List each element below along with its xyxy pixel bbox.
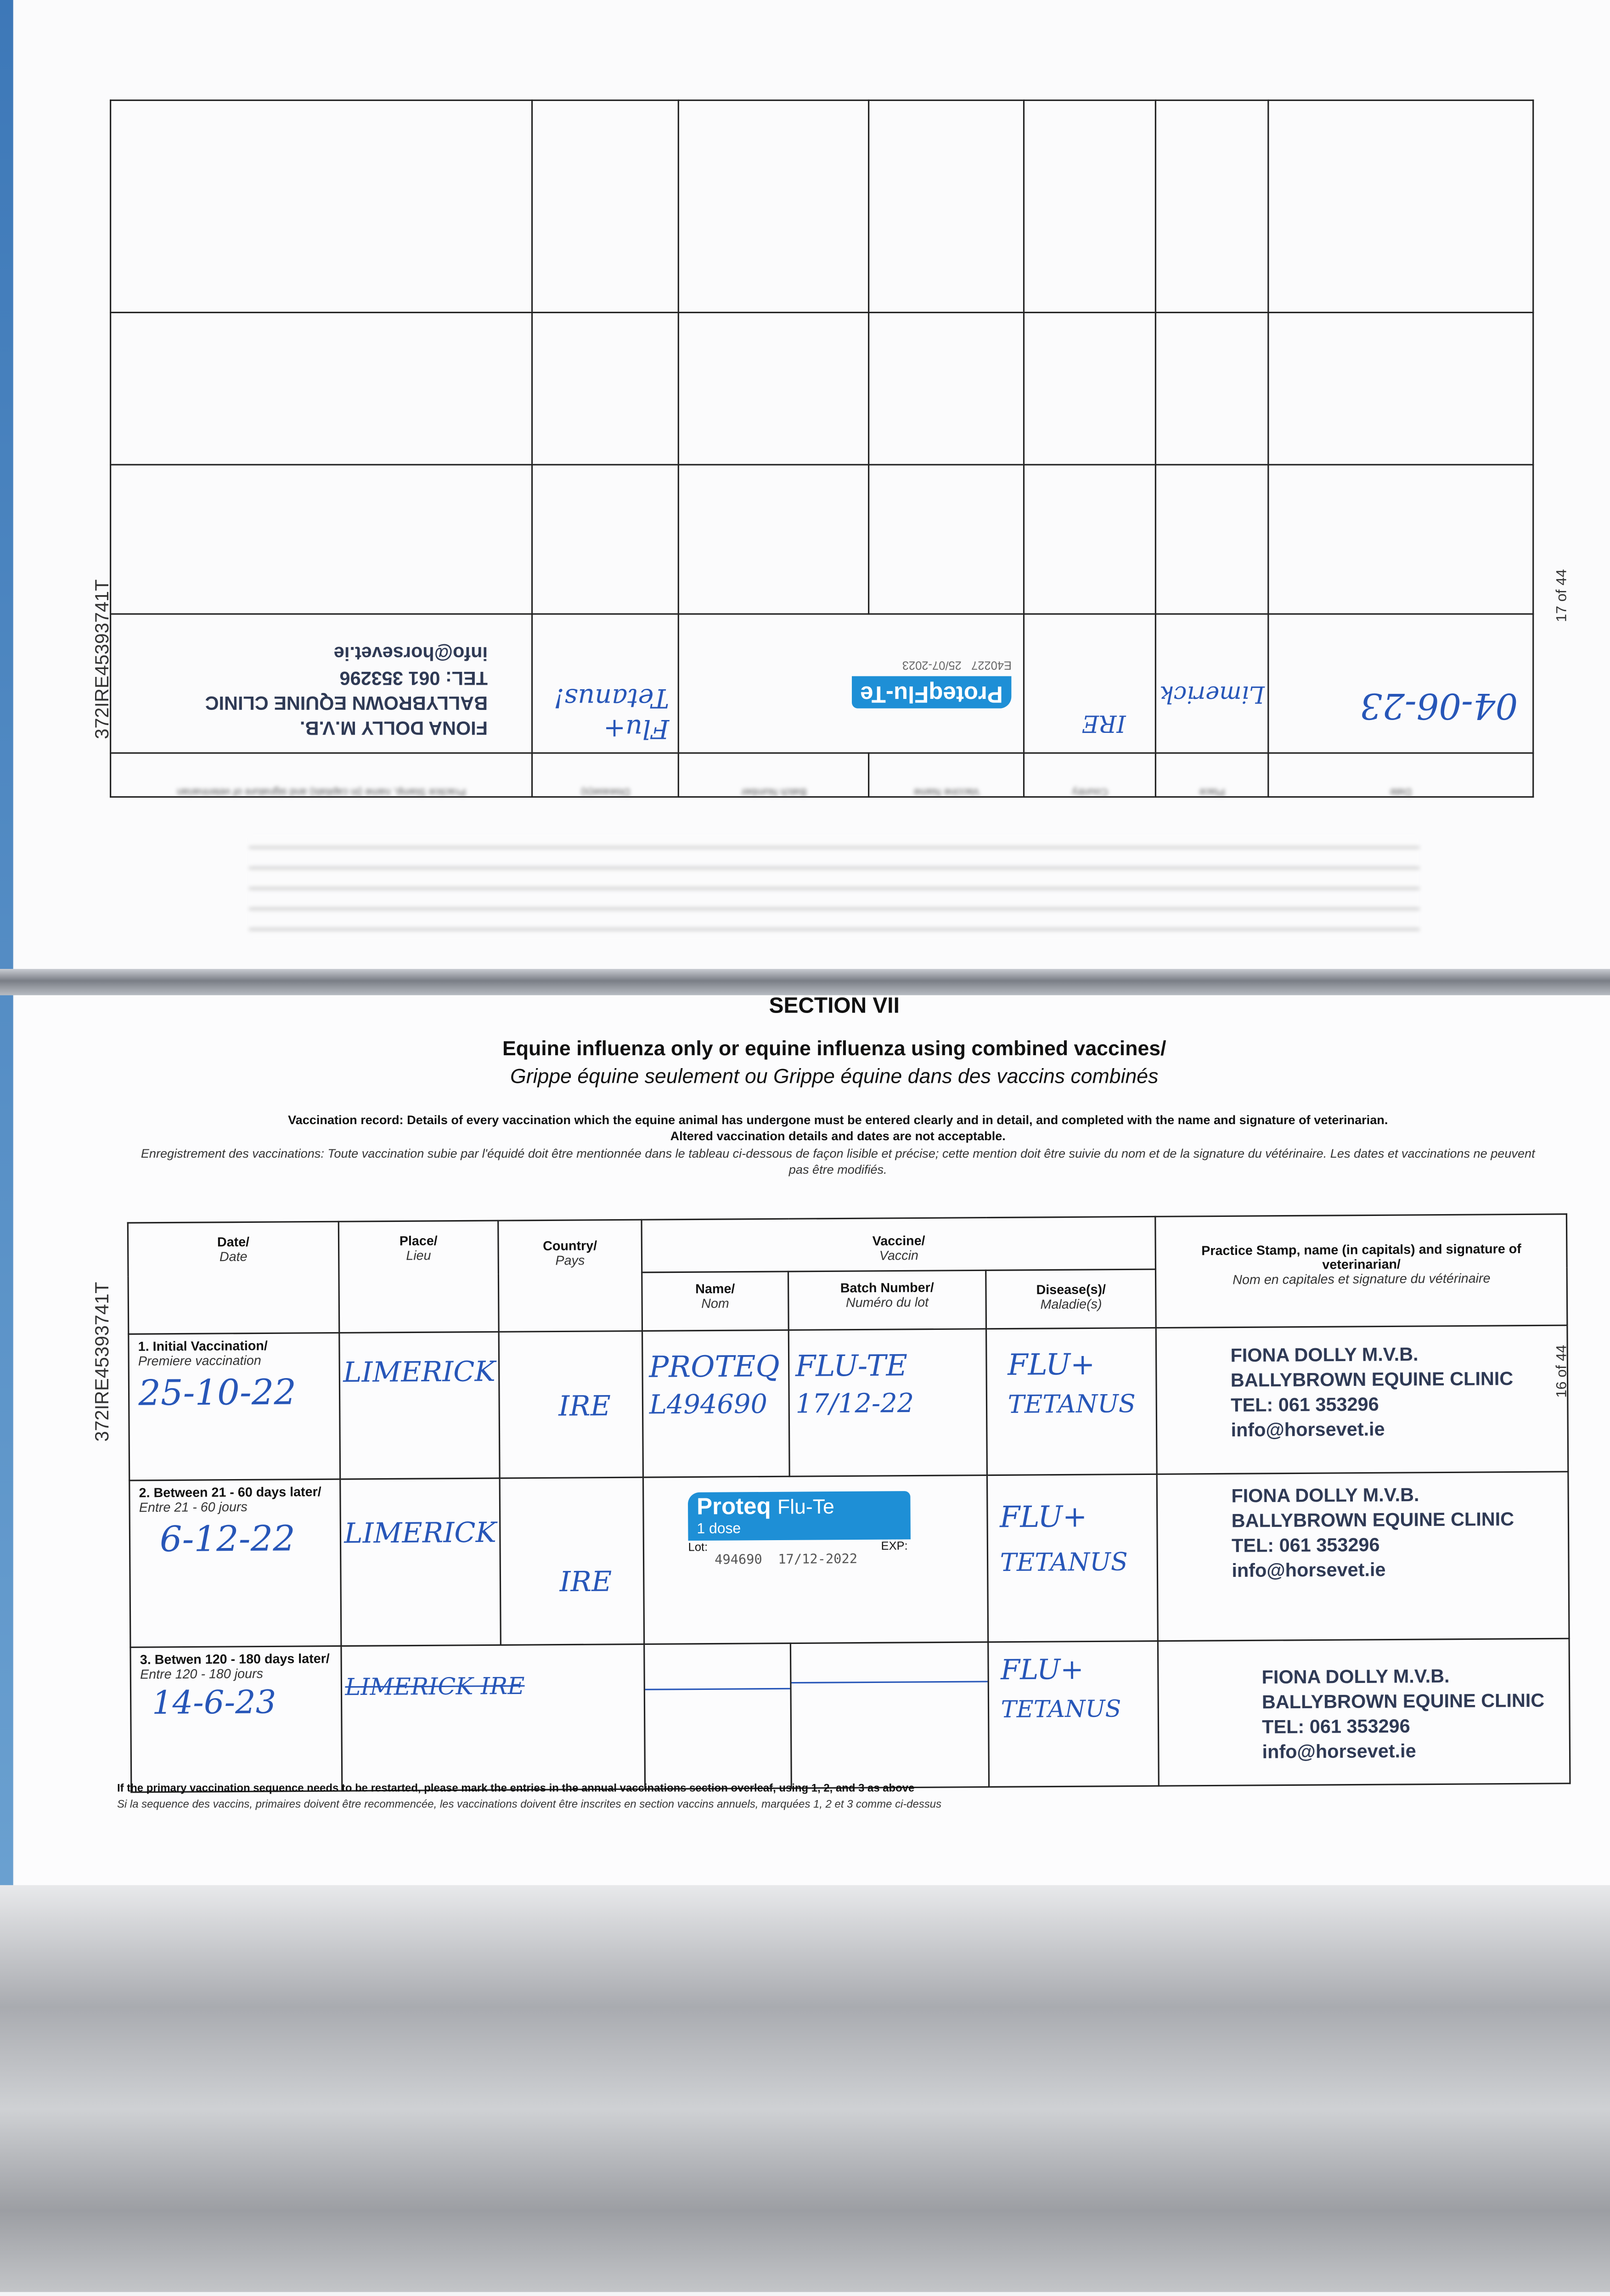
row-label: 2. Between 21 - 60 days later/Entre 21 -… (139, 1484, 321, 1515)
vaccine-name-cell: PROTEQ L494690 (642, 1330, 790, 1478)
row-label: 1. Initial Vaccination/Premiere vaccinat… (138, 1338, 268, 1369)
table-row: 04-06-23 Limerick IRE ProteqFlu-Te E4022… (110, 614, 1533, 753)
header-disease: Disease(s) (532, 753, 679, 797)
header-place: Place (1155, 753, 1268, 797)
page-number: 16 of 44 (1554, 1345, 1571, 1398)
header-vaccine: Vaccine/Vaccin (642, 1216, 1156, 1272)
table-header: Date Place Country Vaccine Name Batch Nu… (110, 753, 1533, 797)
vet-stamp: FIONA DOLLY M.V.B. BALLYBROWN EQUINE CLI… (110, 614, 533, 753)
header-name: Name/Nom (642, 1271, 789, 1331)
passport-id: 372IRE45393741T (90, 579, 113, 739)
disease-cell: FLU+ TETANUS (988, 1641, 1160, 1787)
sticker-label: Proteq Flu-Te 1 dose (687, 1491, 911, 1541)
disease-cell: FLU+ TETANUS (986, 1328, 1158, 1475)
date-cell: 3. Betwen 120 - 180 days later/Entre 120… (130, 1646, 342, 1792)
header-country: Country (1024, 753, 1156, 797)
row-label: 3. Betwen 120 - 180 days later/Entre 120… (140, 1651, 330, 1682)
vet-stamp: FIONA DOLLY M.V.B. BALLYBROWN EQUINE CLIN… (1156, 1325, 1568, 1474)
country-cell: IRE (500, 1477, 644, 1645)
date-cell: 1. Initial Vaccination/Premiere vaccinat… (128, 1333, 340, 1480)
page-fold (0, 968, 1610, 996)
page-16 (14, 995, 1610, 1888)
header-stamp: Practice Stamp, name (in capitals) and s… (1155, 1214, 1567, 1328)
table-row (110, 100, 1533, 313)
vaccine-sticker: Proteq Flu-Te 1 dose Lot: EXP: 494690 17/1… (643, 1475, 988, 1644)
place-cell: Limerick (1155, 614, 1268, 753)
page-title-fr: Grippe équine seulement ou Grippe équine… (510, 1064, 1159, 1088)
batch-cell (790, 1642, 989, 1789)
top-vaccination-table: Date Place Country Vaccine Name Batch Nu… (110, 100, 1534, 798)
primary-vaccination-table: Date/Date Place/Lieu Country/Pays Vaccin… (127, 1213, 1571, 1793)
vet-stamp: FIONA DOLLY M.V.B. BALLYBROWN EQUINE CLIN… (1157, 1471, 1570, 1641)
disease-cell: Flu+ Tetanus! (532, 614, 679, 753)
footnote-fr: Si la sequence des vaccins, primaires do… (117, 1797, 942, 1811)
page-title: Equine influenza only or equine influenz… (502, 1036, 1166, 1060)
header-date: Date (1268, 753, 1533, 797)
binding-edge (0, 0, 13, 1888)
page-number: 17 of 44 (1554, 569, 1571, 622)
table-row (110, 312, 1533, 465)
place-cell: LIMERICK (340, 1478, 501, 1646)
section-title: SECTION VII (769, 994, 900, 1019)
header-date: Date/Date (128, 1221, 339, 1334)
table-row: 3. Betwen 120 - 180 days later/Entre 120… (130, 1638, 1570, 1792)
instructions-fr: Enregistrement des vaccinations: Toute v… (141, 1146, 1535, 1177)
scanner-background (0, 1885, 1610, 2292)
date-cell: 2. Between 21 - 60 days later/Entre 21 -… (129, 1479, 341, 1648)
country-cell: IRE (1024, 614, 1156, 753)
place-cell: LIMERICK (339, 1332, 500, 1480)
header-batch: Batch Number/Numéro du lot (788, 1270, 986, 1330)
header-disease: Disease(s)/Maladie(s) (985, 1269, 1157, 1329)
vaccine-sticker: ProteqFlu-Te E40227 25/07-2023 (678, 614, 1025, 753)
header-name: Vaccine Name (869, 753, 1025, 797)
blurred-instructions (248, 834, 1420, 937)
place-cell: LIMERICK IRE (341, 1644, 645, 1791)
header-vaccine: Vaccine (944, 786, 980, 796)
country-cell: IRE (499, 1331, 643, 1479)
vaccine-name-cell (644, 1643, 792, 1790)
table-row (110, 464, 1533, 614)
footnote: If the primary vaccination sequence need… (117, 1781, 915, 1795)
table-row: 2. Between 21 - 60 days later/Entre 21 -… (129, 1471, 1570, 1648)
table-row: 1. Initial Vaccination/Premiere vaccinat… (128, 1325, 1568, 1480)
vet-stamp: FIONA DOLLY M.V.B. BALLYBROWN EQUINE CLIN… (1158, 1638, 1570, 1786)
header-place: Place/Lieu (338, 1221, 499, 1333)
passport-id: 372IRE45393741T (90, 1282, 113, 1442)
instructions-en: Vaccination record: Details of every vac… (288, 1112, 1388, 1143)
batch-cell: FLU-TE 17/12-22 (788, 1328, 987, 1477)
header-country: Country/Pays (498, 1220, 642, 1332)
disease-cell: FLU+ TETANUS (987, 1474, 1159, 1642)
header-batch: Batch Number (678, 753, 869, 797)
page-17 (14, 0, 1610, 978)
header-stamp: Practice Stamp, name (in capitals) and s… (110, 753, 533, 797)
date-cell: 04-06-23 (1268, 614, 1533, 753)
sticker-label: ProteqFlu-Te (851, 676, 1012, 709)
